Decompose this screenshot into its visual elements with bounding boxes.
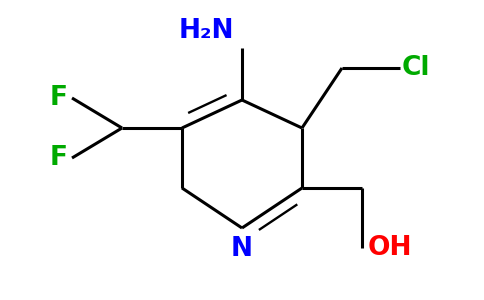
Text: N: N	[231, 236, 253, 262]
Text: H₂N: H₂N	[179, 18, 234, 44]
Text: Cl: Cl	[402, 55, 430, 81]
Text: F: F	[50, 85, 68, 111]
Text: F: F	[50, 145, 68, 171]
Text: OH: OH	[368, 235, 412, 261]
